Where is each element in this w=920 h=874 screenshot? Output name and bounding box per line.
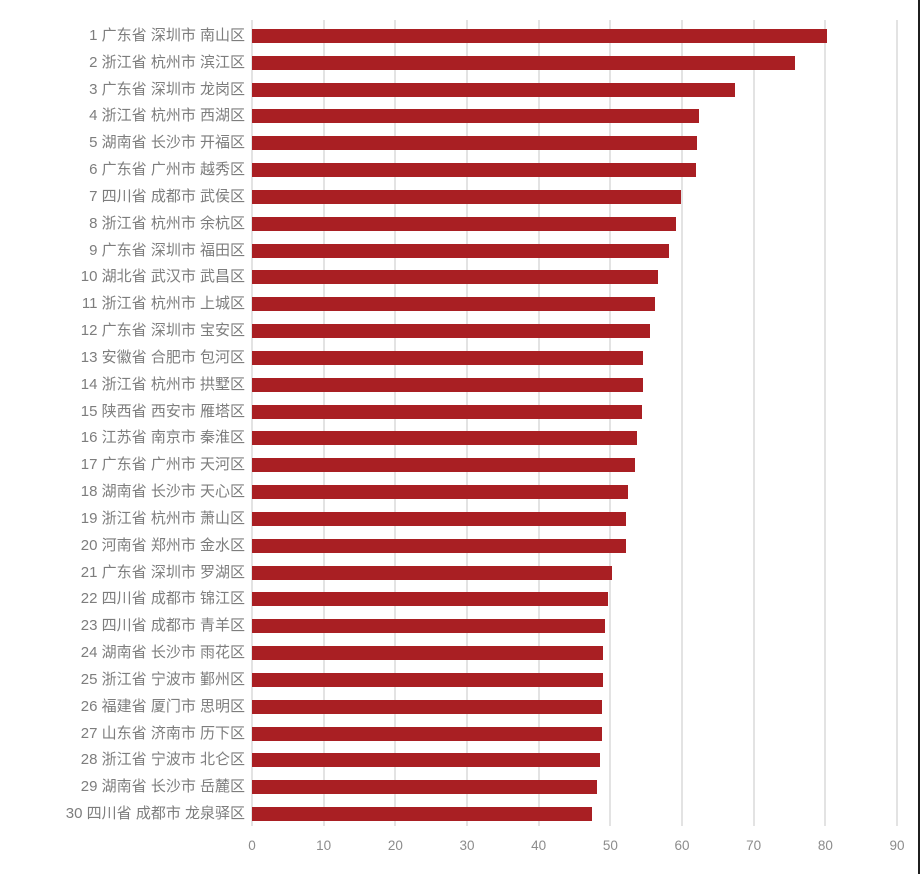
bar bbox=[252, 189, 681, 204]
x-tick-label: 10 bbox=[316, 838, 332, 853]
gridline-x-0 bbox=[251, 20, 253, 826]
bar bbox=[252, 753, 601, 768]
row-label: 9 广东省 深圳市 福田区 bbox=[89, 241, 245, 259]
gridline-x-90 bbox=[896, 20, 898, 826]
row-label: 22 四川省 成都市 锦江区 bbox=[80, 590, 245, 608]
row-label: 6 广东省 广州市 越秀区 bbox=[89, 161, 245, 179]
bar bbox=[252, 163, 697, 178]
row-label: 17 广东省 广州市 天河区 bbox=[80, 456, 245, 474]
x-tick-label: 0 bbox=[248, 838, 256, 853]
bar bbox=[252, 55, 795, 70]
gridline-x-40 bbox=[537, 20, 540, 826]
x-tick-label: 70 bbox=[746, 838, 762, 853]
bar bbox=[252, 136, 698, 151]
row-label: 24 湖南省 长沙市 雨花区 bbox=[80, 644, 245, 662]
gridline-x-70 bbox=[752, 20, 755, 826]
row-label: 3 广东省 深圳市 龙岗区 bbox=[89, 80, 245, 98]
x-tick-label: 80 bbox=[817, 838, 833, 853]
bar bbox=[252, 216, 677, 231]
gridline-x-50 bbox=[609, 20, 612, 826]
x-tick-label: 20 bbox=[387, 838, 403, 853]
bar bbox=[252, 672, 604, 687]
row-label: 18 湖南省 长沙市 天心区 bbox=[80, 483, 245, 501]
row-label: 1 广东省 深圳市 南山区 bbox=[89, 27, 245, 44]
x-tick-label: 60 bbox=[674, 838, 690, 853]
x-tick-label: 50 bbox=[602, 838, 618, 853]
row-label: 21 广东省 深圳市 罗湖区 bbox=[80, 563, 245, 581]
row-label: 4 浙江省 杭州市 西湖区 bbox=[89, 107, 245, 125]
bar bbox=[252, 538, 627, 553]
row-label: 28 浙江省 宁波市 北仑区 bbox=[80, 751, 245, 769]
bar bbox=[252, 243, 670, 258]
bar bbox=[252, 109, 700, 124]
window-right-border bbox=[918, 0, 920, 874]
bar bbox=[252, 565, 612, 580]
bar bbox=[252, 780, 598, 795]
bar bbox=[252, 29, 827, 43]
row-label: 12 广东省 深圳市 宝安区 bbox=[80, 322, 245, 340]
row-label: 29 湖南省 长沙市 岳麓区 bbox=[80, 778, 245, 796]
row-label: 20 河南省 郑州市 金水区 bbox=[80, 536, 245, 554]
gridline-x-60 bbox=[681, 20, 683, 826]
bar bbox=[252, 324, 650, 339]
bar bbox=[252, 377, 644, 392]
bar bbox=[252, 511, 627, 526]
row-label: 30 四川省 成都市 龙泉驿区 bbox=[65, 805, 245, 823]
row-label: 19 浙江省 杭州市 萧山区 bbox=[80, 509, 245, 527]
bar bbox=[252, 646, 604, 661]
row-label: 25 浙江省 宁波市 鄞州区 bbox=[80, 670, 245, 688]
row-label: 27 山东省 济南市 历下区 bbox=[80, 724, 245, 742]
bar bbox=[252, 458, 636, 473]
bar bbox=[252, 699, 603, 714]
row-label: 15 陕西省 西安市 雁塔区 bbox=[80, 402, 245, 420]
row-label: 13 安徽省 合肥市 包河区 bbox=[80, 348, 245, 366]
bar bbox=[252, 270, 658, 285]
row-label: 10 湖北省 武汉市 武昌区 bbox=[80, 268, 245, 286]
bar bbox=[252, 592, 609, 607]
row-label: 16 江苏省 南京市 秦淮区 bbox=[80, 429, 245, 447]
row-label: 14 浙江省 杭州市 拱墅区 bbox=[80, 375, 245, 393]
gridline-x-30 bbox=[466, 20, 468, 826]
bar bbox=[252, 404, 642, 419]
row-label: 26 福建省 厦门市 思明区 bbox=[80, 697, 245, 715]
bar bbox=[252, 431, 637, 446]
gridline-x-20 bbox=[394, 20, 397, 826]
row-label: 2 浙江省 杭州市 滨江区 bbox=[89, 53, 245, 71]
bar bbox=[252, 726, 603, 741]
row-label: 23 四川省 成都市 青羊区 bbox=[80, 617, 245, 635]
row-label: 5 湖南省 长沙市 开福区 bbox=[89, 134, 245, 152]
bar bbox=[252, 485, 628, 500]
gridline-x-80 bbox=[824, 20, 827, 826]
row-label: 11 浙江省 杭州市 上城区 bbox=[81, 295, 245, 313]
row-label: 7 四川省 成都市 武侯区 bbox=[89, 187, 245, 205]
x-tick-label: 30 bbox=[459, 838, 475, 853]
bar bbox=[252, 619, 606, 634]
x-tick-label: 90 bbox=[889, 838, 905, 853]
bar bbox=[252, 350, 644, 365]
gridline-x-10 bbox=[322, 20, 325, 826]
row-label: 8 浙江省 杭州市 余杭区 bbox=[89, 214, 245, 232]
x-tick-label: 40 bbox=[531, 838, 547, 853]
bar bbox=[252, 82, 736, 97]
bar bbox=[252, 807, 592, 822]
bar bbox=[252, 297, 656, 312]
